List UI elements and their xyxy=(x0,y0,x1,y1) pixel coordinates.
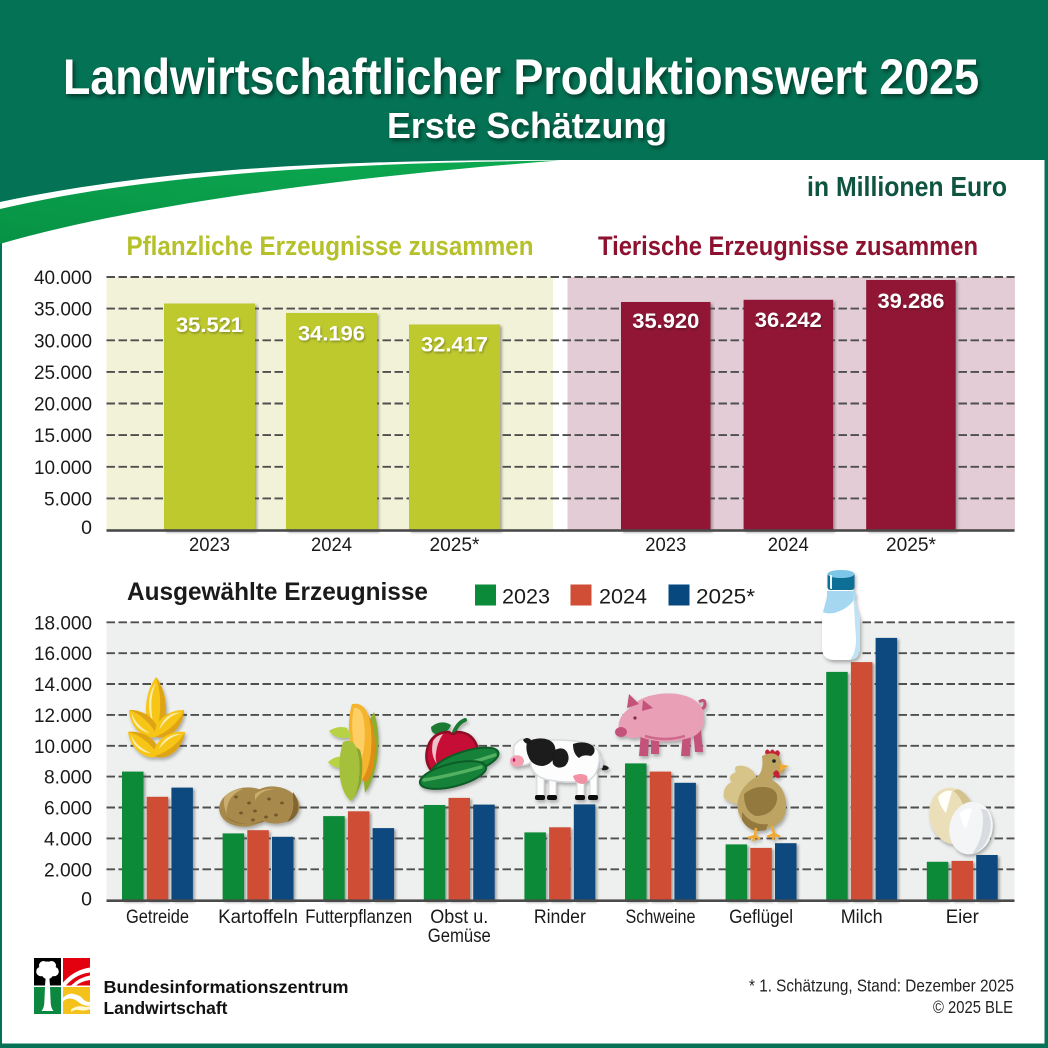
svg-text:2025*: 2025* xyxy=(430,534,480,556)
svg-text:35.920: 35.920 xyxy=(632,309,699,333)
svg-text:5.000: 5.000 xyxy=(44,488,92,510)
svg-text:Erste Schätzung: Erste Schätzung xyxy=(387,105,667,146)
svg-text:2025*: 2025* xyxy=(696,585,756,609)
svg-text:32.417: 32.417 xyxy=(421,333,488,357)
svg-text:34.196: 34.196 xyxy=(298,322,365,346)
svg-text:30.000: 30.000 xyxy=(34,330,92,352)
svg-text:in Millionen Euro: in Millionen Euro xyxy=(807,171,1007,202)
svg-text:20.000: 20.000 xyxy=(34,394,92,416)
svg-text:* 1. Schätzung, Stand: Dezembe: * 1. Schätzung, Stand: Dezember 2025 xyxy=(749,976,1014,996)
svg-text:Bundesinformationszentrum: Bundesinformationszentrum xyxy=(104,977,349,997)
svg-text:4.000: 4.000 xyxy=(44,828,92,850)
svg-text:0: 0 xyxy=(81,517,92,539)
svg-text:Landwirtschaft: Landwirtschaft xyxy=(104,998,228,1018)
svg-text:12.000: 12.000 xyxy=(34,705,92,727)
svg-text:Pflanzliche Erzeugnisse zusamm: Pflanzliche Erzeugnisse zusammen xyxy=(127,231,534,261)
svg-text:2023: 2023 xyxy=(502,585,550,609)
svg-text:Gemüse: Gemüse xyxy=(428,926,491,947)
svg-text:2024: 2024 xyxy=(311,534,352,556)
svg-text:2024: 2024 xyxy=(768,534,809,556)
svg-text:Getreide: Getreide xyxy=(126,907,189,928)
svg-text:0: 0 xyxy=(81,889,92,911)
svg-text:2023: 2023 xyxy=(189,534,230,556)
svg-text:35.521: 35.521 xyxy=(176,313,243,337)
svg-text:25.000: 25.000 xyxy=(34,362,92,384)
svg-text:2023: 2023 xyxy=(645,534,686,556)
svg-text:2.000: 2.000 xyxy=(44,859,92,881)
svg-text:14.000: 14.000 xyxy=(34,674,92,696)
svg-text:16.000: 16.000 xyxy=(34,643,92,665)
svg-text:35.000: 35.000 xyxy=(34,299,92,321)
svg-text:Rinder: Rinder xyxy=(534,907,587,928)
svg-text:Landwirtschaftlicher Produktio: Landwirtschaftlicher Produktionswert 202… xyxy=(63,49,979,105)
svg-text:10.000: 10.000 xyxy=(34,457,92,479)
svg-text:Obst u.: Obst u. xyxy=(430,907,488,928)
svg-text:15.000: 15.000 xyxy=(34,425,92,447)
svg-text:2024: 2024 xyxy=(599,585,647,609)
svg-text:2025*: 2025* xyxy=(886,534,936,556)
svg-text:Milch: Milch xyxy=(841,907,883,928)
svg-text:Schweine: Schweine xyxy=(626,907,696,928)
svg-text:40.000: 40.000 xyxy=(34,267,92,289)
svg-text:10.000: 10.000 xyxy=(34,736,92,758)
svg-text:Eier: Eier xyxy=(946,907,980,928)
svg-text:© 2025 BLE: © 2025 BLE xyxy=(933,997,1013,1017)
svg-text:39.286: 39.286 xyxy=(878,289,945,313)
svg-text:8.000: 8.000 xyxy=(44,767,92,789)
svg-text:Kartoffeln: Kartoffeln xyxy=(218,907,298,928)
svg-text:Futterpflanzen: Futterpflanzen xyxy=(305,907,412,928)
svg-text:Ausgewählte Erzeugnisse: Ausgewählte Erzeugnisse xyxy=(127,578,428,606)
svg-text:Geflügel: Geflügel xyxy=(729,907,793,928)
svg-text:Tierische Erzeugnisse zusammen: Tierische Erzeugnisse zusammen xyxy=(598,231,978,261)
svg-text:6.000: 6.000 xyxy=(44,798,92,820)
svg-text:36.242: 36.242 xyxy=(755,308,822,332)
svg-text:18.000: 18.000 xyxy=(34,612,92,634)
